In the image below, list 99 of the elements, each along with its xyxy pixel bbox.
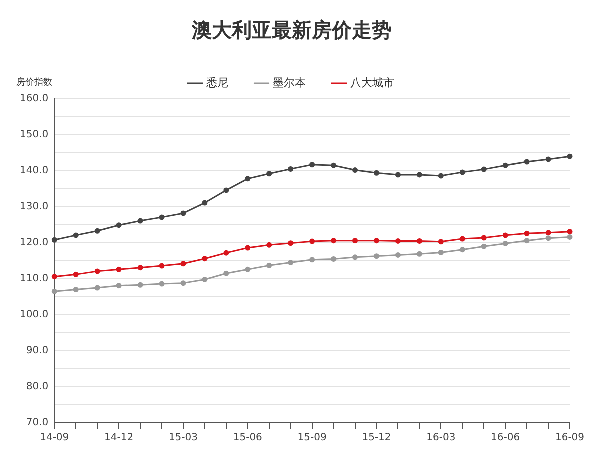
point [438, 173, 444, 179]
point [416, 238, 422, 244]
y-tick-label: 70.0 [26, 418, 49, 429]
point [138, 282, 144, 288]
point [266, 262, 272, 268]
point [395, 238, 401, 244]
point [460, 236, 466, 242]
point [180, 261, 186, 267]
point [460, 170, 466, 176]
point [52, 237, 58, 243]
point [416, 172, 422, 178]
point [245, 245, 251, 251]
y-tick-label: 80.0 [26, 382, 49, 393]
point [524, 230, 530, 236]
point [374, 170, 380, 176]
point [502, 240, 508, 246]
x-tick-label: 15-09 [298, 432, 327, 444]
point [438, 239, 444, 245]
point [159, 214, 165, 220]
point [502, 162, 508, 168]
point [224, 188, 230, 194]
point [524, 238, 530, 244]
y-tick-label: 150.0 [20, 130, 49, 141]
point [331, 238, 337, 244]
point [352, 238, 358, 244]
point [502, 232, 508, 238]
point [331, 256, 337, 262]
point [352, 168, 358, 174]
point [310, 257, 316, 263]
point [138, 218, 144, 224]
point [352, 254, 358, 260]
y-tick-label: 110.0 [20, 274, 49, 285]
point [73, 232, 79, 238]
chart-title: 澳大利亚最新房价走势 [191, 18, 392, 42]
y-axis-title: 房价指数 [16, 76, 53, 88]
point [310, 162, 316, 168]
point [202, 256, 208, 262]
point [395, 252, 401, 258]
point [245, 266, 251, 272]
x-tick-label: 15-03 [168, 432, 198, 444]
point [266, 242, 272, 248]
point [94, 268, 100, 274]
x-tick-label: 15-06 [233, 432, 262, 444]
point [395, 172, 401, 178]
point [288, 240, 294, 246]
point [546, 230, 552, 236]
point [159, 263, 165, 269]
point [481, 235, 487, 241]
point [567, 234, 573, 240]
x-tick-label: 15-12 [362, 432, 392, 444]
point [481, 244, 487, 250]
point [546, 156, 552, 162]
point [116, 266, 122, 272]
point [288, 260, 294, 266]
point [94, 228, 100, 234]
point [180, 210, 186, 216]
y-tick-label: 160.0 [20, 94, 49, 105]
point [546, 236, 552, 242]
point [567, 154, 573, 160]
point [481, 166, 487, 172]
point [180, 280, 186, 286]
point [567, 229, 573, 235]
point [159, 281, 165, 287]
point [116, 222, 122, 228]
x-tick-label: 16-03 [426, 432, 456, 444]
y-tick-label: 130.0 [20, 202, 49, 213]
point [202, 276, 208, 282]
legend-label: 八大城市 [350, 76, 394, 90]
point [202, 200, 208, 206]
point [94, 285, 100, 291]
y-tick-label: 120.0 [20, 238, 49, 249]
x-tick-label: 14-12 [104, 432, 134, 444]
point [73, 272, 79, 278]
point [245, 176, 251, 182]
point [416, 251, 422, 257]
y-tick-label: 100.0 [20, 310, 49, 321]
point [73, 287, 79, 293]
point [374, 254, 380, 260]
point [52, 288, 58, 294]
x-tick-label: 14-09 [40, 432, 70, 444]
legend-label: 悉尼 [205, 76, 228, 90]
x-tick-label: 16-06 [491, 432, 520, 444]
point [116, 283, 122, 289]
point [266, 171, 272, 177]
point [224, 270, 230, 276]
point [524, 159, 530, 165]
y-tick-label: 90.0 [26, 346, 49, 357]
point [331, 162, 337, 168]
point [310, 238, 316, 244]
legend-label: 墨尔本 [272, 76, 306, 90]
point [374, 238, 380, 244]
point [138, 265, 144, 271]
point [52, 274, 58, 280]
point [288, 166, 294, 172]
point [460, 247, 466, 253]
point [438, 250, 444, 256]
x-tick-label: 16-09 [555, 432, 585, 444]
y-tick-label: 140.0 [20, 166, 49, 177]
point [224, 250, 230, 256]
